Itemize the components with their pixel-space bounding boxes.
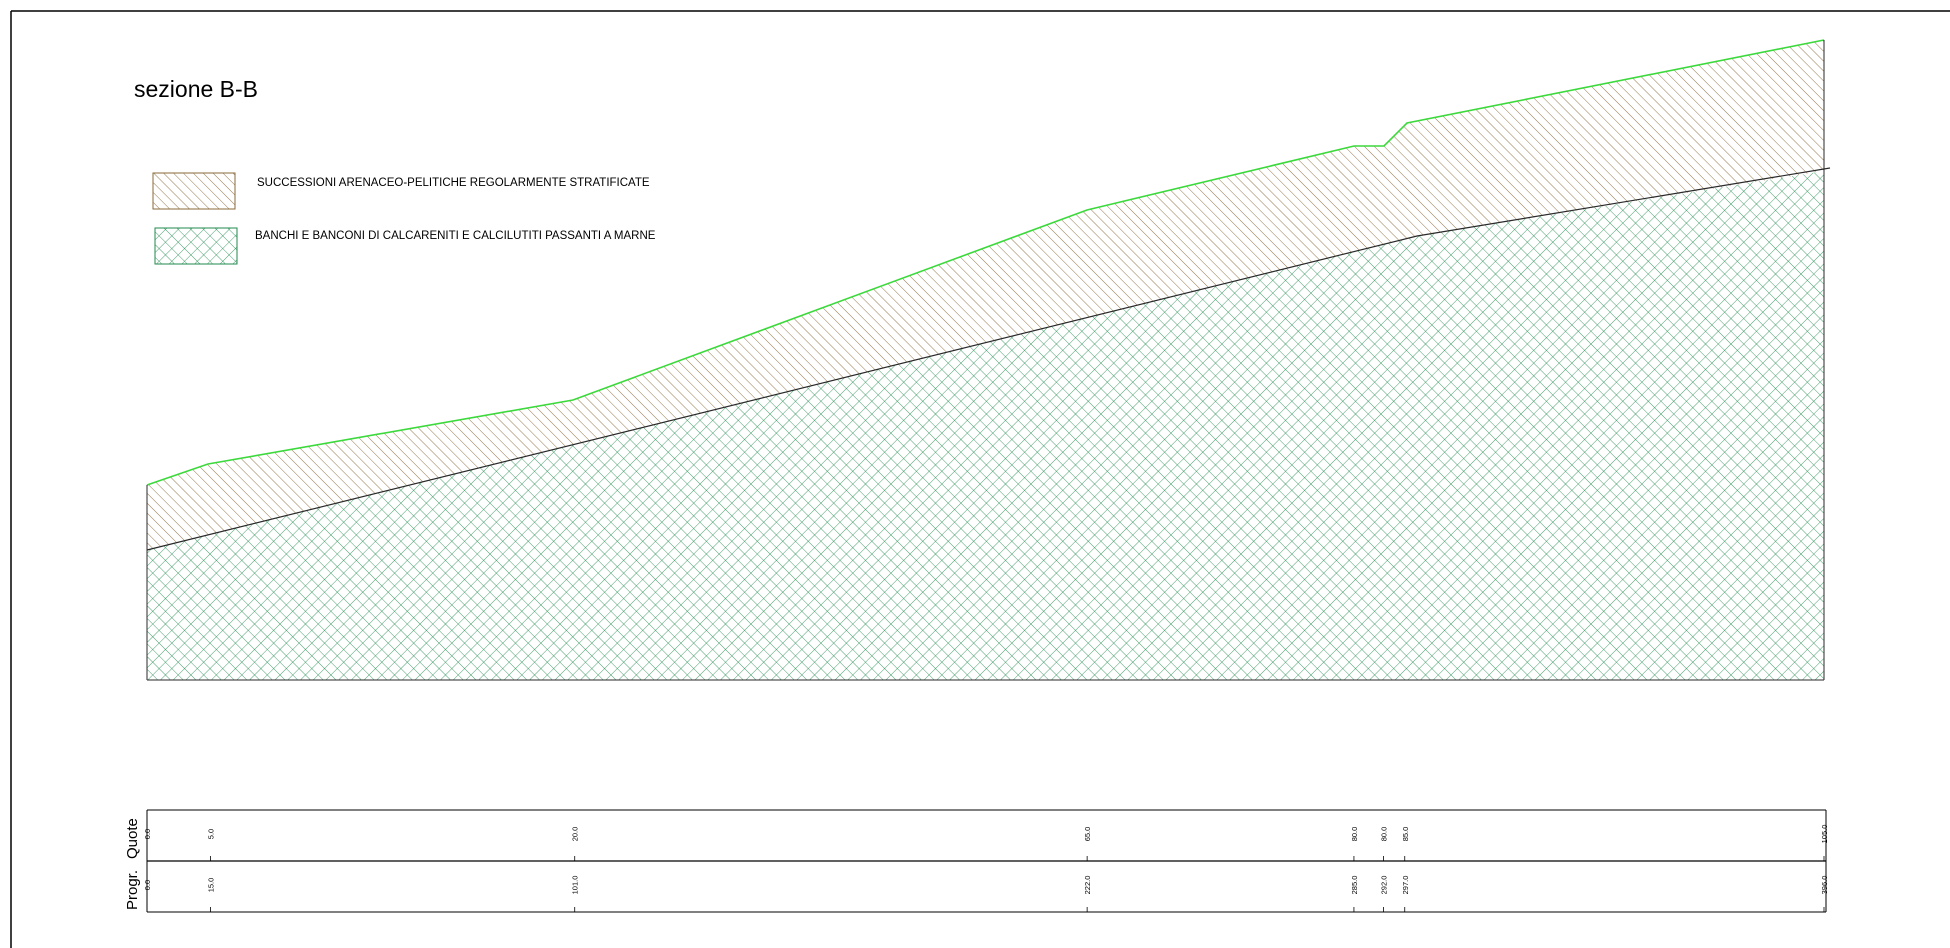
- layer-sandstone: [147, 40, 1824, 550]
- layer-calcarenite: [147, 171, 1824, 680]
- profile-table: Quote Progr.: [124, 809, 1827, 913]
- progr-value: 292.0: [1380, 876, 1389, 895]
- progr-value: 285.0: [1350, 876, 1359, 895]
- quota-value: 65.0: [1083, 827, 1092, 842]
- legend-swatch-calcarenite: [154, 227, 238, 265]
- progr-value: 222.0: [1083, 876, 1092, 895]
- quota-value: 0.0: [143, 829, 152, 839]
- progr-value: 396.0: [1820, 876, 1829, 895]
- quota-value: 5.0: [207, 829, 216, 839]
- quota-value: 80.0: [1380, 827, 1389, 842]
- progr-value: 297.0: [1401, 876, 1410, 895]
- legend-label-calcarenite: BANCHI E BANCONI DI CALCARENITI E CALCIL…: [255, 230, 656, 242]
- quota-value: 85.0: [1401, 827, 1410, 842]
- progr-value: 101.0: [571, 876, 580, 895]
- section-title: sezione B-B: [134, 76, 259, 102]
- progr-value: 0.0: [143, 880, 152, 890]
- row-label-quote: Quote: [124, 818, 141, 859]
- progr-value: 15.0: [207, 878, 216, 893]
- quota-value: 20.0: [571, 827, 580, 842]
- station-values: 0.0 0.0 5.0 15.0 20.0 101.0 65.0 222.0 80.0 285.0…: [143, 825, 1829, 912]
- legend-label-sandstone: SUCCESSIONI ARENACEO-PELITICHE REGOLARME…: [257, 177, 650, 189]
- ground-surface-line: [146, 39, 1825, 486]
- contact-line: [146, 167, 1831, 551]
- quota-value: 105.0: [1820, 825, 1829, 844]
- quota-value: 80.0: [1350, 827, 1359, 842]
- legend-swatch-sandstone: [152, 172, 236, 210]
- row-label-progr: Progr.: [124, 870, 141, 910]
